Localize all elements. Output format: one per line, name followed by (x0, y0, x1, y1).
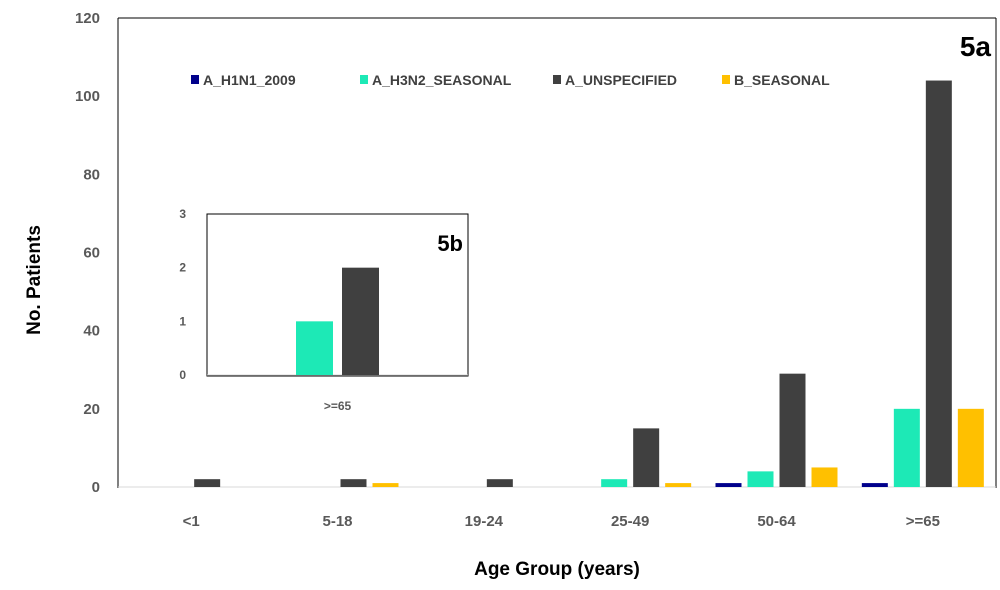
legend: A_H1N1_2009 A_H3N2_SEASONAL A_UNSPECIFIED B… (191, 72, 830, 88)
y-tick-label: 40 (83, 323, 100, 340)
y-axis-title: No. Patients (24, 225, 45, 335)
bar (340, 479, 367, 487)
inset-y-tick-label: 3 (179, 207, 186, 221)
bar (779, 373, 806, 487)
bar (601, 479, 628, 487)
inset-y-tick-label: 2 (179, 261, 186, 275)
bar (925, 80, 952, 488)
bar (957, 408, 984, 487)
inset-bar (296, 321, 333, 375)
x-tick-label: >=65 (906, 513, 940, 530)
bar (893, 408, 920, 487)
main-x-ticks: <1 5-18 19-24 25-49 50-64 >=65 (183, 513, 940, 530)
inset-x-ticks: >=65 (324, 399, 352, 413)
y-tick-label: 120 (75, 10, 100, 27)
bar (715, 483, 742, 487)
legend-swatch (191, 75, 199, 84)
legend-swatch (553, 75, 561, 84)
x-tick-label: 50-64 (757, 513, 796, 530)
legend-swatch (722, 75, 730, 84)
inset-frame (206, 213, 469, 377)
y-tick-label: 20 (83, 401, 100, 418)
y-tick-label: 0 (92, 479, 100, 496)
inset-y-ticks: 0 1 2 3 (179, 207, 186, 382)
y-tick-label: 80 (83, 166, 100, 183)
bar (811, 467, 838, 487)
inset-y-tick-label: 1 (179, 314, 186, 328)
bar (633, 428, 660, 487)
x-tick-label: 19-24 (465, 513, 504, 530)
bar (194, 479, 221, 487)
inset-bars (296, 267, 379, 375)
bar (861, 483, 888, 487)
main-bars (194, 80, 984, 488)
legend-label: A_H3N2_SEASONAL (372, 72, 512, 88)
inset-y-tick-label: 0 (179, 368, 186, 382)
panel-label-5b: 5b (437, 231, 463, 256)
legend-swatch (360, 75, 368, 84)
inset-chart-5b: 0 1 2 3 >=65 5b (179, 207, 469, 413)
inset-x-tick-label: >=65 (324, 399, 352, 413)
legend-label: A_H1N1_2009 (203, 72, 296, 88)
x-tick-label: 25-49 (611, 513, 649, 530)
x-axis-title: Age Group (years) (474, 559, 640, 580)
inset-bar (342, 267, 379, 375)
x-tick-label: 5-18 (322, 513, 352, 530)
bar (486, 479, 513, 487)
x-tick-label: <1 (183, 513, 200, 530)
legend-label: B_SEASONAL (734, 72, 830, 88)
bar (747, 471, 774, 487)
main-y-ticks: 0 20 40 60 80 100 120 (75, 10, 100, 496)
bar (665, 483, 692, 487)
y-tick-label: 100 (75, 88, 100, 105)
legend-label: A_UNSPECIFIED (565, 72, 677, 88)
panel-label-5a: 5a (960, 31, 992, 62)
y-tick-label: 60 (83, 245, 100, 262)
bar (372, 483, 399, 487)
